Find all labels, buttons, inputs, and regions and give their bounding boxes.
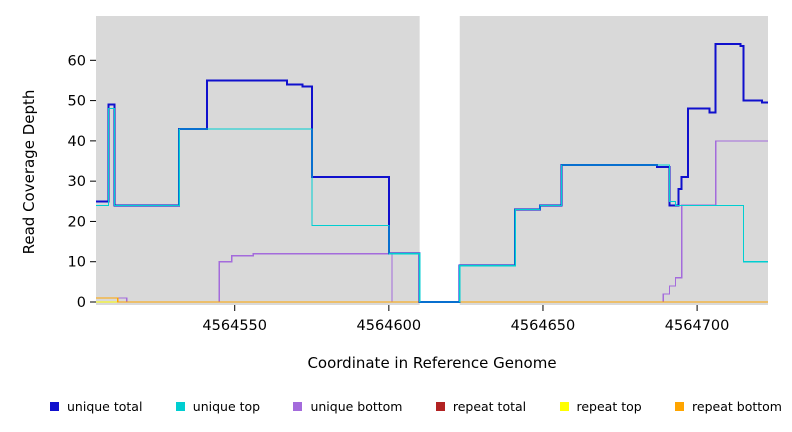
masked-region [419,14,460,305]
legend-item-unique-top: unique top [175,399,261,414]
legend-swatch-unique-bottom [293,402,303,411]
legend-label: repeat total [452,399,527,414]
legend-label: repeat bottom [692,399,782,414]
y-tick-label: 50 [68,94,86,110]
y-tick-label: 60 [68,53,86,69]
x-axis-label: Coordinate in Reference Genome [307,354,557,372]
x-tick-label: 4564650 [511,318,576,334]
y-tick-label: 30 [68,174,86,190]
y-tick-label: 10 [68,255,86,271]
legend-item-repeat-bottom: repeat bottom [675,399,782,414]
series-unique-top [96,108,768,303]
legend-swatch-unique-top [175,402,185,411]
legend-label: unique total [67,399,143,414]
legend-item-unique-total: unique total [50,399,142,414]
legend-swatch-repeat-top [559,402,569,411]
x-tick-label: 4564550 [202,318,267,334]
legend: unique total unique top unique bottom repea… [50,399,782,414]
legend-item-repeat-top: repeat top [559,399,642,414]
y-tick-label: 0 [77,295,86,311]
y-tick-label: 40 [68,134,86,150]
legend-swatch-repeat-total [435,402,445,411]
y-tick-label: 20 [68,214,86,230]
legend-label: repeat top [576,399,642,414]
plot-canvas: 4564550 4564600 4564650 4564700 0 10 20 30 40 50 6… [68,14,768,334]
x-tick-label: 4564600 [357,318,422,334]
x-tick-label: 4564700 [665,318,730,334]
legend-label: unique bottom [310,399,403,414]
y-axis-label: Read Coverage Depth [20,89,38,255]
legend-swatch-repeat-bottom [675,402,685,411]
legend-item-unique-bottom: unique bottom [293,399,403,414]
legend-label: unique top [192,399,261,414]
legend-item-repeat-total: repeat total [435,399,527,414]
legend-swatch-unique-total [50,402,59,411]
